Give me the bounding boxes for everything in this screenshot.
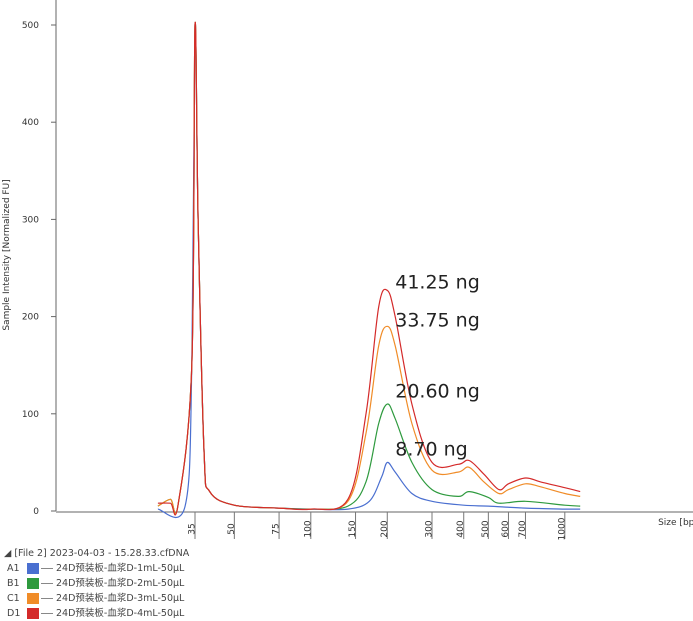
concentration-annotation: 8.70 ng [395,439,467,461]
x-tick-label: 35 [188,523,198,534]
x-tick-label: 200 [380,520,390,537]
legend-line-sample [41,613,53,614]
y-axis: 0 100 200 300 400 500 [22,0,57,517]
legend-well-id: D1 [7,608,21,619]
legend-title: ◢ [File 2] 2023-04-03 - 15.28.33.cfDNA [4,546,304,561]
x-tick-label: 400 [456,520,466,537]
y-axis-label: Sample Intensity [Normalized FU] [2,179,12,330]
concentration-annotation: 41.25 ng [395,271,480,293]
series-line-a1 [157,21,581,519]
x-axis: 35 50 75 100 150 200 300 400 500 600 700 1000 [56,511,693,540]
legend-series-name: 24D预装板-血浆D-4mL-50μL [56,608,185,619]
legend-entry[interactable]: D1 24D预装板-血浆D-4mL-50μL [4,606,304,621]
legend-well-id: B1 [7,578,20,589]
y-tick-label: 200 [22,313,39,323]
legend-line-sample [41,583,53,584]
legend-file-label: [File 2] 2023-04-03 - 15.28.33.cfDNA [14,548,190,559]
x-tick-label: 600 [501,520,511,537]
series-line-c1 [157,21,581,515]
concentration-annotation: 33.75 ng [395,309,480,331]
collapse-arrow-icon[interactable]: ◢ [4,548,12,559]
legend-color-swatch [27,563,39,574]
annotation-layer: 41.25 ng 33.75 ng 20.60 ng 8.70 ng [395,271,480,460]
y-tick-label: 400 [22,118,39,128]
y-tick-label: 100 [22,410,39,420]
electropherogram-chart: 0 100 200 300 400 500 35 50 75 100 150 200 300 400 50… [2,0,693,540]
legend-series-name: 24D预装板-血浆D-3mL-50μL [56,593,185,604]
concentration-annotation: 20.60 ng [395,380,480,402]
y-tick-label: 500 [22,21,39,31]
legend-entry[interactable]: C1 24D预装板-血浆D-3mL-50μL [4,591,304,606]
series-line-d1 [157,21,581,516]
legend-series-name: 24D预装板-血浆D-2mL-50μL [56,578,185,589]
x-tick-label: 1000 [557,517,567,540]
legend-entry[interactable]: B1 24D预装板-血浆D-2mL-50μL [4,576,304,591]
x-tick-label: 150 [348,520,358,537]
legend-line-sample [41,568,53,569]
x-tick-label: 300 [424,520,434,537]
legend-series-name: 24D预装板-血浆D-1mL-50μL [56,563,185,574]
legend-color-swatch [27,593,39,604]
x-tick-label: 100 [303,520,313,537]
x-tick-label: 75 [272,523,282,534]
legend-color-swatch [27,608,39,619]
series-line-b1 [157,21,581,515]
legend-line-sample [41,598,53,599]
legend-color-swatch [27,578,39,589]
x-tick-label: 700 [518,520,528,537]
y-tick-label: 300 [22,215,39,225]
legend-entry[interactable]: A1 24D预装板-血浆D-1mL-50μL [4,561,304,576]
legend-well-id: C1 [7,593,20,604]
x-tick-label: 50 [227,523,237,535]
series-layer [157,21,581,519]
legend: ◢ [File 2] 2023-04-03 - 15.28.33.cfDNA A… [4,546,304,621]
x-tick-label: 500 [481,520,491,537]
x-axis-label: Size [bp] [658,518,693,528]
y-tick-label: 0 [33,507,39,517]
legend-well-id: A1 [7,563,20,574]
